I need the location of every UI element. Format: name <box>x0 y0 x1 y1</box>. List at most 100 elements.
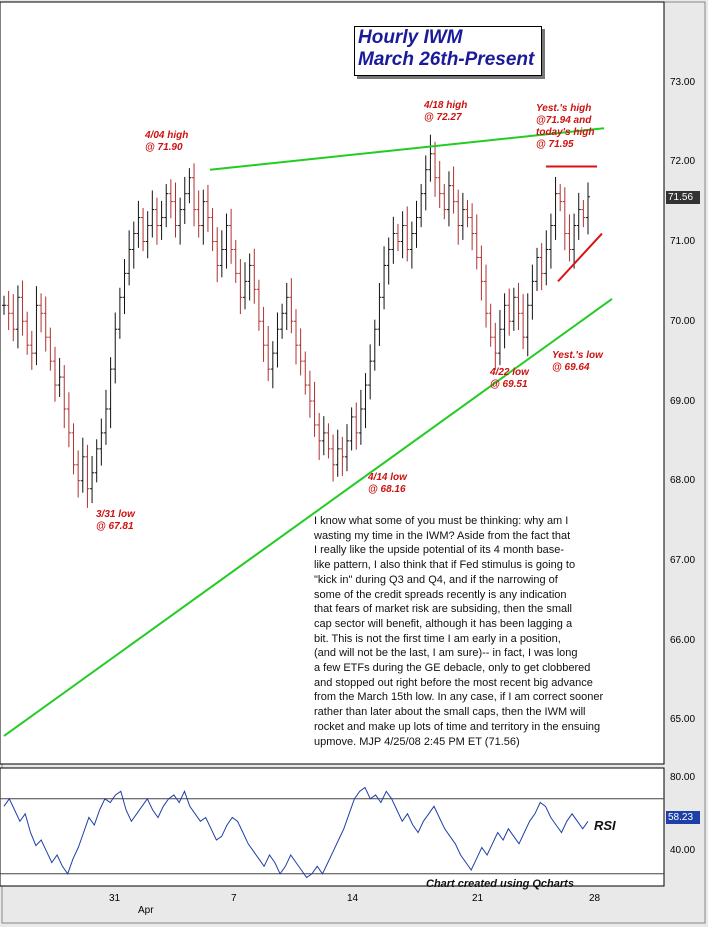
price-bar <box>168 179 173 219</box>
price-bar <box>131 221 136 269</box>
chart-title-line2: March 26th-Present <box>358 49 535 70</box>
price-bar <box>159 200 164 240</box>
price-bar <box>562 187 567 251</box>
price-bar <box>446 171 451 227</box>
chart-credit: Chart created using Qcharts <box>426 878 574 890</box>
price-bar <box>303 351 308 395</box>
price-bar <box>581 200 586 228</box>
price-bar <box>553 176 558 240</box>
price-bar <box>122 259 127 315</box>
annotation-4-22-low: 4/22 low @ 69.51 <box>490 367 529 391</box>
price-bar <box>470 203 475 251</box>
price-bar <box>178 197 183 245</box>
price-bar <box>266 326 271 382</box>
annotation-text: today's high <box>536 127 595 138</box>
annotation-text: @ 71.90 <box>145 142 183 153</box>
price-bar <box>298 328 303 376</box>
annotation-text: Yest.'s low <box>552 350 603 361</box>
price-bar <box>76 450 81 498</box>
annotation-3-31-low: 3/31 low @ 67.81 <box>96 509 135 533</box>
price-bar <box>423 155 428 211</box>
y-tick-label: 73.00 <box>670 77 696 88</box>
price-bar <box>280 303 285 339</box>
price-bar <box>94 439 99 483</box>
price-bar <box>428 134 433 182</box>
price-bar <box>205 184 210 232</box>
price-bar <box>196 190 201 238</box>
chart-title: Hourly IWM March 26th-Present <box>354 26 542 76</box>
annotation-text: @ 69.51 <box>490 379 528 390</box>
price-bar <box>233 239 238 283</box>
price-bar <box>307 370 312 418</box>
price-bar <box>6 290 11 331</box>
price-bar <box>484 264 489 328</box>
y-tick-label: 66.00 <box>670 635 696 646</box>
price-bar <box>173 182 178 238</box>
price-bar <box>340 436 345 476</box>
price-bar <box>567 214 572 262</box>
price-bar <box>48 327 53 371</box>
price-bar <box>66 392 71 448</box>
price-bar <box>289 278 294 334</box>
support-trendline <box>3 298 613 737</box>
price-bar <box>530 264 535 320</box>
rsi-value-badge: 58.23 <box>666 811 700 824</box>
price-bar <box>548 213 553 269</box>
price-bar <box>219 230 224 278</box>
price-bar <box>391 216 396 264</box>
x-tick-label: 14 <box>347 893 359 904</box>
price-bar <box>409 221 414 269</box>
price-bar <box>201 189 206 245</box>
price-bar <box>539 243 544 291</box>
x-tick-sublabel: Apr <box>138 905 154 916</box>
price-bar <box>252 248 257 304</box>
price-bar <box>516 282 521 331</box>
annotation-text: @ 71.95 <box>536 139 574 150</box>
price-bar <box>192 163 197 227</box>
price-bar <box>20 280 25 336</box>
price-series <box>2 134 590 508</box>
x-tick-label: 31 <box>109 893 121 904</box>
annotation-4-04-high: 4/04 high @ 71.90 <box>145 130 188 154</box>
rsi-label: RSI <box>594 818 616 833</box>
rsi-series <box>0 786 664 879</box>
price-bar <box>460 192 465 240</box>
price-bar <box>80 437 85 493</box>
price-bar <box>331 434 336 482</box>
price-bar <box>243 262 248 310</box>
commentary-text: I know what some of you must be thinking… <box>314 514 654 750</box>
price-bar <box>586 182 590 235</box>
price-bar <box>372 319 377 371</box>
price-bar <box>488 303 493 347</box>
price-bar <box>127 230 132 286</box>
y-tick-label: 72.00 <box>670 156 696 167</box>
price-bar <box>294 309 298 365</box>
price-bar <box>558 184 563 212</box>
price-bar <box>247 253 252 301</box>
annotation-4-18-high: 4/18 high @ 72.27 <box>424 100 467 124</box>
rsi-line <box>3 786 589 879</box>
price-bar <box>99 418 104 466</box>
price-bar <box>344 424 349 472</box>
price-bar <box>358 389 363 445</box>
price-bar <box>52 346 57 402</box>
price-bar <box>395 223 400 252</box>
price-bar <box>145 211 150 259</box>
price-bar <box>544 230 549 286</box>
price-bar <box>2 295 6 315</box>
price-bar <box>261 306 266 362</box>
price-bar <box>354 402 359 450</box>
price-bar <box>103 389 108 445</box>
recent-low-trendline <box>557 232 603 283</box>
price-bar <box>317 412 322 461</box>
price-bar <box>136 200 141 248</box>
price-bar <box>465 200 470 228</box>
price-bar <box>521 294 526 350</box>
price-bar <box>43 296 48 352</box>
price-bar <box>85 444 90 508</box>
price-bar <box>535 247 540 291</box>
price-bar <box>474 214 479 270</box>
price-bar <box>576 192 581 240</box>
price-bar <box>182 176 187 224</box>
price-bar <box>572 213 577 269</box>
